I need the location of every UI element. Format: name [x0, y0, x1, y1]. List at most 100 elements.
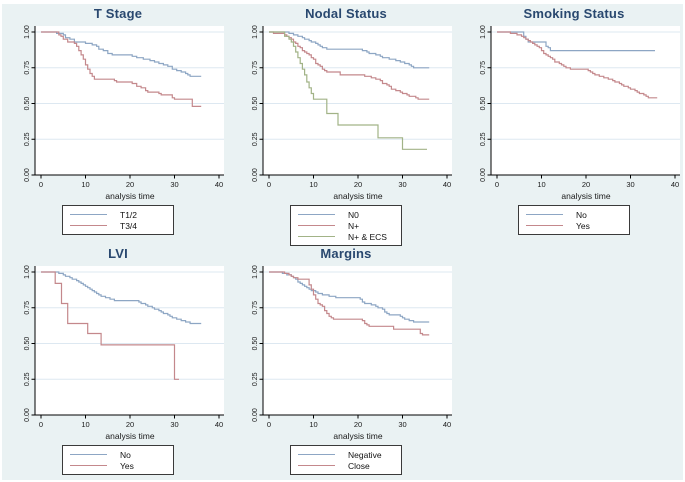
plot-title: Nodal Status [305, 6, 387, 21]
km-plot-cell-margins: Margins 0.00 0.25 0.50 0.75 1.00 0 10 20 30 40 ana… [232, 246, 460, 482]
x-tick-label: 10 [81, 420, 89, 429]
legend-line-swatch [298, 465, 335, 466]
legend-label: T1/2 [120, 209, 138, 220]
legend-row: N+ & ECS [298, 231, 392, 242]
x-axis-title: analysis time [333, 431, 382, 441]
km-plot-cell-t-stage: T Stage 0.00 0.25 0.50 0.75 1.00 0 10 20 30 40 ana… [4, 6, 232, 244]
legend-line-swatch [70, 214, 107, 215]
plot-legend-wrap: T1/2 T3/4 [4, 205, 232, 235]
y-tick-label: 0.50 [480, 97, 487, 111]
km-curve-no [497, 31, 655, 52]
plot-legend: N0 N+ N+ & ECS [290, 205, 402, 246]
km-curve-n- [269, 31, 430, 100]
x-tick-label: 20 [354, 420, 362, 429]
legend-line-swatch [298, 225, 335, 226]
x-tick-label: 20 [582, 180, 590, 189]
km-plot-cell-lvi: LVI 0.00 0.25 0.50 0.75 1.00 0 10 20 30 40 analysi… [4, 246, 232, 482]
x-tick-label: 30 [398, 180, 406, 189]
y-tick-label: 1.00 [24, 265, 31, 279]
x-tick-label: 20 [354, 180, 362, 189]
plot-legend-wrap: Negative Close [232, 445, 460, 475]
plot-legend-wrap: No Yes [4, 445, 232, 475]
legend-label: N+ & ECS [348, 231, 387, 242]
plot-legend: No Yes [62, 445, 174, 475]
km-plot-cell-smoking-status: Smoking Status 0.00 0.25 0.50 0.75 1.00 0 10 20… [460, 6, 685, 244]
plot-title: Margins [320, 246, 372, 261]
y-tick-label: 0.00 [24, 408, 31, 422]
legend-row: Yes [70, 460, 164, 471]
legend-line-swatch [526, 225, 563, 226]
legend-line-swatch [298, 454, 335, 455]
y-tick-label: 0.25 [252, 132, 259, 146]
y-tick-label: 0.25 [252, 372, 259, 386]
legend-row: No [526, 209, 620, 220]
x-tick-label: 20 [126, 180, 134, 189]
y-tick-label: 1.00 [24, 25, 31, 39]
legend-line-swatch [70, 454, 107, 455]
plot-canvas: 0.00 0.25 0.50 0.75 1.00 0 10 20 30 40 analysis ti… [480, 25, 680, 201]
legend-line-swatch [298, 214, 335, 215]
x-axis-title: analysis time [561, 191, 610, 201]
x-tick-label: 30 [170, 420, 178, 429]
legend-label: T3/4 [120, 220, 138, 231]
y-tick-label: 0.25 [480, 132, 487, 146]
y-tick-label: 1.00 [252, 265, 259, 279]
km-curve-n0 [269, 31, 430, 69]
km-curve-n-ecs [269, 31, 427, 150]
figure-background: T Stage 0.00 0.25 0.50 0.75 1.00 0 10 20 30 40 ana… [2, 4, 683, 480]
y-tick-label: 0.75 [24, 61, 31, 75]
plot-title: LVI [108, 246, 128, 261]
y-tick-label: 0.00 [24, 168, 31, 182]
x-axis-title: analysis time [105, 191, 154, 201]
y-tick-label: 0.75 [480, 61, 487, 75]
km-plot-cell-nodal-status: Nodal Status 0.00 0.25 0.50 0.75 1.00 0 10 20 30… [232, 6, 460, 246]
y-tick-label: 0.00 [480, 168, 487, 182]
y-tick-label: 0.50 [24, 337, 31, 351]
x-tick-label: 30 [626, 180, 634, 189]
plot-legend: Negative Close [290, 445, 402, 475]
legend-label: Negative [348, 449, 382, 460]
plot-legend-wrap: No Yes [460, 205, 685, 235]
x-tick-label: 0 [39, 420, 43, 429]
y-tick-label: 0.75 [252, 301, 259, 315]
legend-row: No [70, 449, 164, 460]
x-tick-label: 0 [495, 180, 499, 189]
y-tick-label: 1.00 [252, 25, 259, 39]
legend-line-swatch [70, 465, 107, 466]
x-tick-label: 40 [215, 420, 223, 429]
x-tick-label: 10 [309, 420, 317, 429]
x-tick-label: 0 [39, 180, 43, 189]
km-curve-t3-4 [41, 31, 202, 107]
x-axis-title: analysis time [105, 431, 154, 441]
km-curve-negative [269, 271, 430, 323]
plot-legend: T1/2 T3/4 [62, 205, 174, 235]
legend-label: Yes [576, 220, 590, 231]
y-tick-label: 0.25 [24, 372, 31, 386]
km-curve-t1-2 [41, 31, 202, 77]
x-axis-title: analysis time [333, 191, 382, 201]
plot-canvas: 0.00 0.25 0.50 0.75 1.00 0 10 20 30 40 analysis ti… [24, 25, 224, 201]
y-tick-label: 0.50 [252, 337, 259, 351]
y-tick-label: 0.50 [24, 97, 31, 111]
legend-label: Yes [120, 460, 134, 471]
x-tick-label: 10 [309, 180, 317, 189]
x-tick-label: 40 [443, 180, 451, 189]
legend-line-swatch [526, 214, 563, 215]
legend-row: Close [298, 460, 392, 471]
legend-line-swatch [298, 236, 335, 237]
plot-legend: No Yes [518, 205, 630, 235]
plot-title: T Stage [93, 6, 143, 21]
legend-label: N+ [348, 220, 360, 231]
plot-canvas: 0.00 0.25 0.50 0.75 1.00 0 10 20 30 40 analysis ti… [252, 265, 452, 441]
plot-canvas: 0.00 0.25 0.50 0.75 1.00 0 10 20 30 40 analysis ti… [252, 25, 452, 201]
plot-canvas: 0.00 0.25 0.50 0.75 1.00 0 10 20 30 40 analysis ti… [24, 265, 224, 441]
legend-label: Close [348, 460, 370, 471]
x-tick-label: 0 [267, 180, 271, 189]
plot-title: Smoking Status [523, 6, 625, 21]
y-tick-label: 0.75 [24, 301, 31, 315]
legend-row: Yes [526, 220, 620, 231]
x-tick-label: 30 [170, 180, 178, 189]
x-tick-label: 30 [398, 420, 406, 429]
x-tick-label: 0 [267, 420, 271, 429]
